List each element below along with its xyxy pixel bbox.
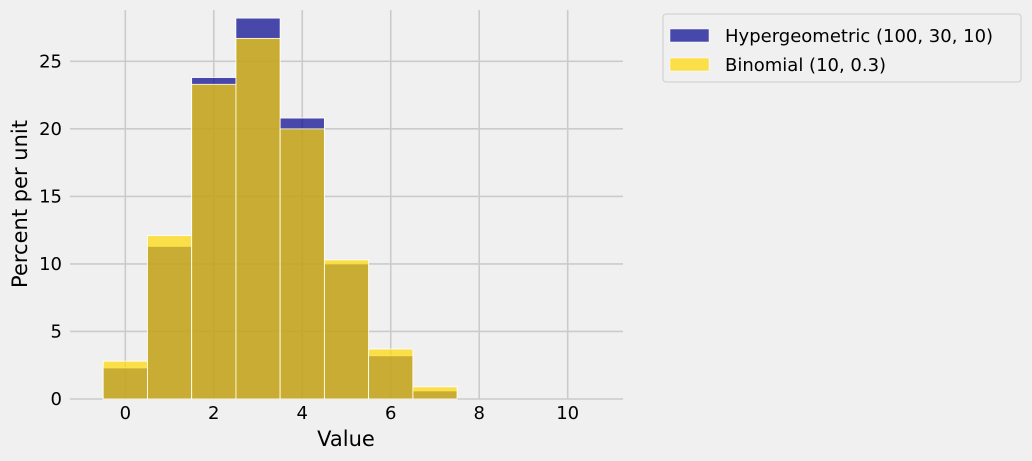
legend-swatch-binomial: [669, 57, 710, 72]
x-axis-title: Value: [317, 427, 375, 451]
y-tick-label: 15: [39, 186, 62, 207]
y-tick-label: 5: [51, 321, 62, 342]
x-tick-label: 2: [208, 403, 219, 424]
legend: Hypergeometric (100, 30, 10) Binomial (1…: [662, 13, 1022, 83]
bar-binomial: [235, 37, 281, 400]
y-tick-label: 0: [51, 389, 62, 410]
bar-binomial: [412, 386, 458, 400]
tick-labels: 0 2 4 6 8 10 0 5 10 15 20 25: [39, 51, 579, 424]
bar-binomial: [191, 83, 237, 400]
bar-binomial: [323, 259, 370, 400]
x-tick-label: 10: [556, 403, 579, 424]
y-axis-title: Percent per unit: [8, 120, 32, 288]
x-tick-label: 4: [297, 403, 308, 424]
bar-binomial: [102, 360, 148, 400]
bar-binomial: [147, 235, 193, 400]
x-tick-label: 8: [473, 403, 484, 424]
bar-binomial: [279, 128, 325, 400]
legend-label-hypergeometric: Hypergeometric (100, 30, 10): [725, 26, 993, 47]
legend-label-binomial: Binomial (10, 0.3): [725, 55, 886, 76]
x-tick-label: 6: [385, 403, 396, 424]
bar-binomial: [368, 348, 414, 400]
y-tick-label: 25: [39, 51, 62, 72]
y-tick-label: 10: [39, 254, 62, 275]
legend-swatch-hypergeometric: [669, 28, 710, 43]
x-tick-label: 0: [120, 403, 131, 424]
bars-layer: [102, 17, 458, 400]
legend-box: [662, 13, 1022, 83]
y-tick-label: 20: [39, 119, 62, 140]
